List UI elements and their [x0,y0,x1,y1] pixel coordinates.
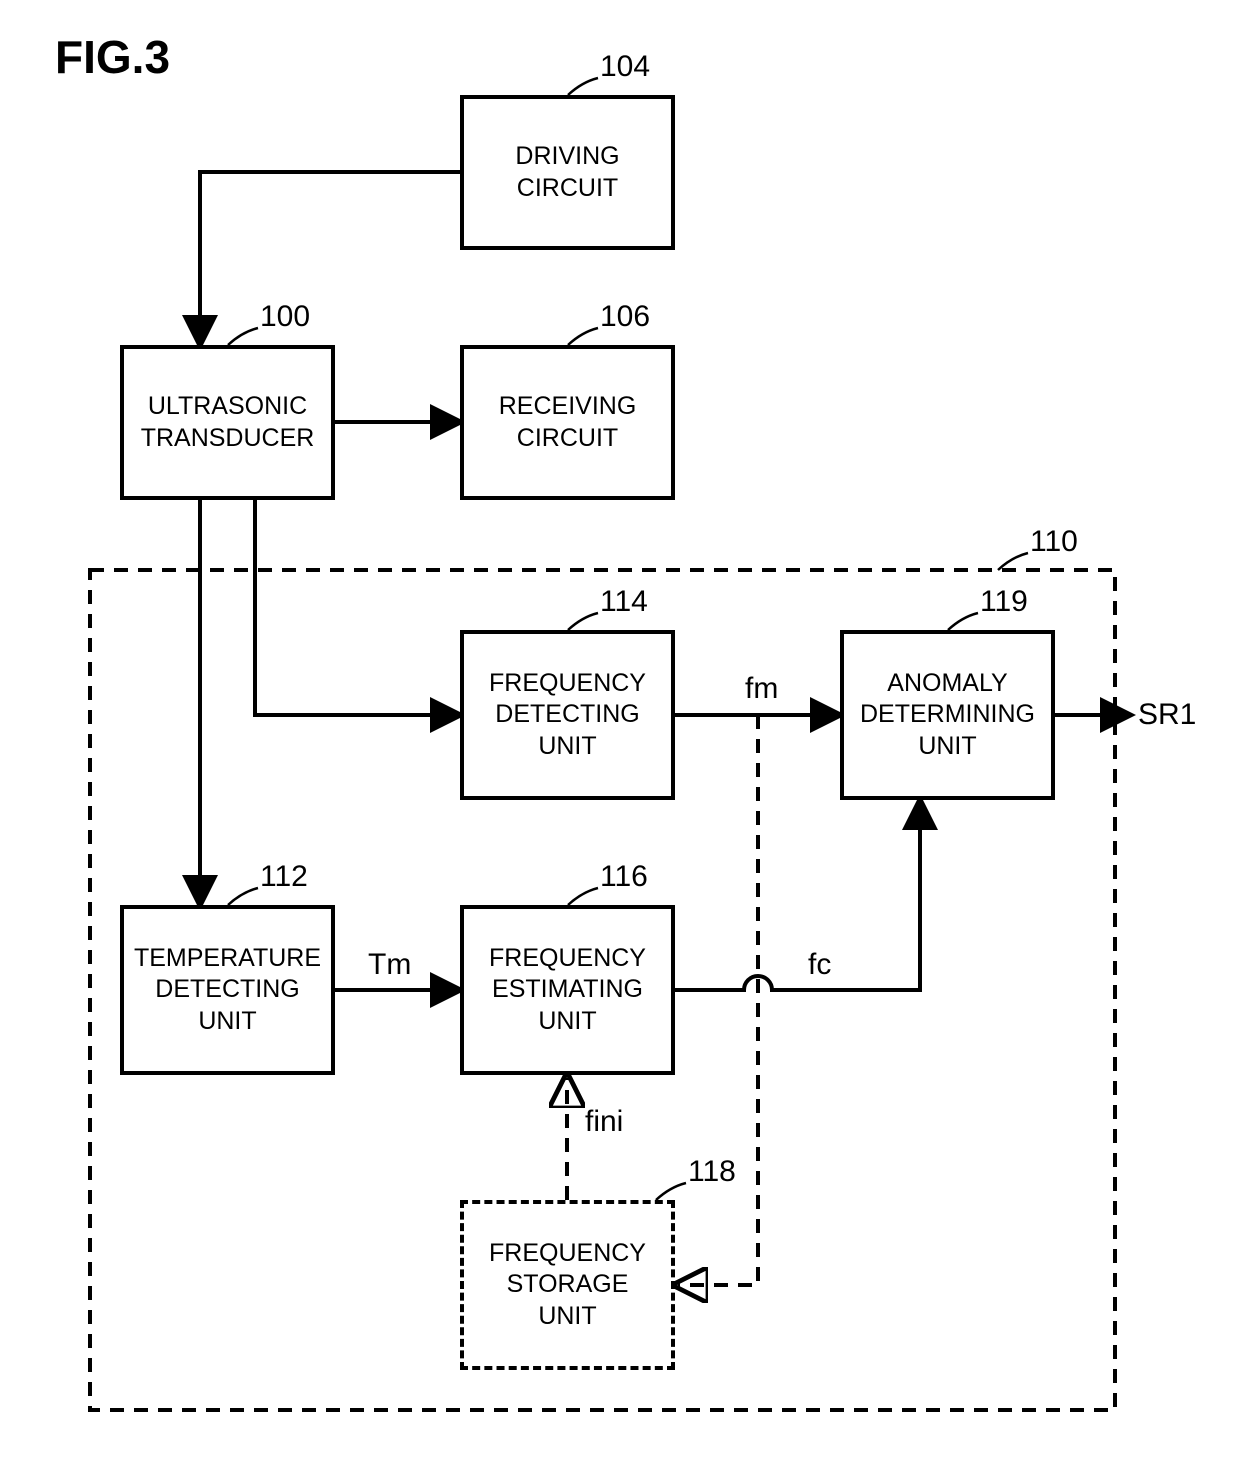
ref-100: 100 [260,300,310,334]
edge-fm-branch-to-storage [678,715,758,1285]
leader-104 [568,78,598,95]
ref-118: 118 [688,1155,736,1189]
leader-118 [656,1183,686,1200]
ref-106: 106 [600,300,650,334]
block-label: DRIVINGCIRCUIT [515,141,619,204]
block-anomaly-determining-unit: ANOMALYDETERMININGUNIT [840,630,1055,800]
signal-fm: fm [745,672,778,706]
block-driving-circuit: DRIVINGCIRCUIT [460,95,675,250]
leader-116 [568,888,598,905]
leader-100 [228,328,258,345]
block-frequency-detecting-unit: FREQUENCYDETECTINGUNIT [460,630,675,800]
figure-title: FIG.3 [55,30,170,84]
leader-119 [948,613,978,630]
ref-104: 104 [600,50,650,84]
block-receiving-circuit: RECEIVINGCIRCUIT [460,345,675,500]
signal-fini: fini [585,1105,623,1139]
ref-112: 112 [260,860,308,894]
ref-110: 110 [1030,525,1078,559]
signal-tm: Tm [368,948,411,982]
block-label: TEMPERATUREDETECTINGUNIT [134,943,321,1037]
block-label: FREQUENCYDETECTINGUNIT [489,668,646,762]
block-label: FREQUENCYSTORAGEUNIT [489,1238,646,1332]
leader-112 [228,888,258,905]
block-label: ANOMALYDETERMININGUNIT [860,668,1035,762]
block-ultrasonic-transducer: ULTRASONICTRANSDUCER [120,345,335,500]
block-frequency-estimating-unit: FREQUENCYESTIMATINGUNIT [460,905,675,1075]
block-temperature-detecting-unit: TEMPERATUREDETECTINGUNIT [120,905,335,1075]
block-label: RECEIVINGCIRCUIT [499,391,637,454]
leader-110 [998,553,1028,570]
ref-116: 116 [600,860,648,894]
leader-106 [568,328,598,345]
ref-114: 114 [600,585,648,619]
block-label: FREQUENCYESTIMATINGUNIT [489,943,646,1037]
leader-114 [568,613,598,630]
block-frequency-storage-unit: FREQUENCYSTORAGEUNIT [460,1200,675,1370]
diagram-canvas: FIG.3 [0,0,1240,1461]
edge-driving-to-transducer [200,172,460,345]
block-label: ULTRASONICTRANSDUCER [141,391,315,454]
edge-transducer-to-freqdetect [255,500,460,715]
signal-fc: fc [808,948,831,982]
signal-sr1: SR1 [1138,698,1196,732]
ref-119: 119 [980,585,1028,619]
edge-freqest-to-anomaly [675,800,920,990]
